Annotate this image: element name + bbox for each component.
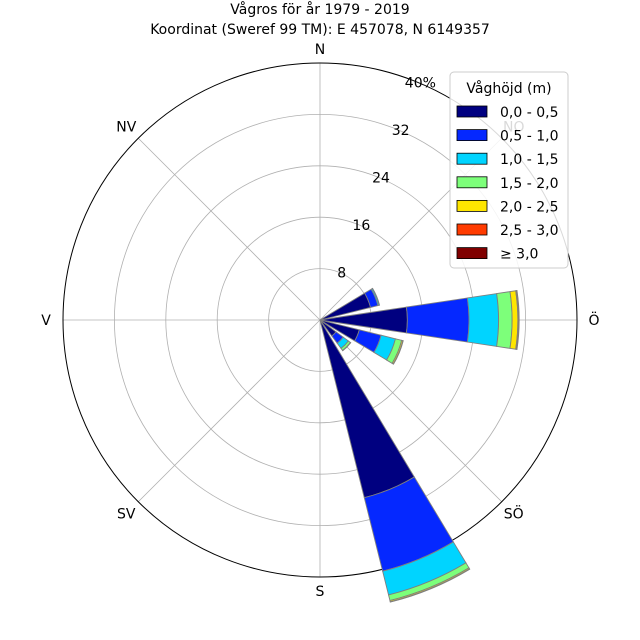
legend: Våghöjd (m) 0,0 - 0,5 0,5 - 1,0 1,0 - 1,5 1… [449,71,569,269]
grid-spoke-SÖ [319,319,503,503]
bar-90-bin-3 [496,291,513,349]
direction-label-SÖ: SÖ [504,505,524,523]
radial-tick-label-2: 24 [372,171,390,187]
legend-swatch-5 [456,223,488,236]
direction-label-NV: NV [116,119,136,135]
legend-label-5: 2,5 - 3,0 [500,223,558,239]
bar-112.5-bin-5 [392,340,404,365]
wave-bars [319,287,520,603]
radial-tick-label-1: 16 [352,218,370,234]
legend-swatch-2 [456,152,488,165]
legend-label-2: 1,0 - 1,5 [500,152,558,168]
chart-subtitle: Koordinat (Sweref 99 TM): E 457078, N 61… [150,22,490,38]
direction-label-S: S [316,584,325,600]
legend-swatch-1 [456,129,488,142]
chart-title: Vågros för år 1979 - 2019 [230,1,409,18]
direction-label-N: N [315,42,325,58]
direction-label-Ö: Ö [588,311,599,329]
outer-frame [62,62,578,578]
grid-spoke-NV [137,137,321,321]
legend-swatch-4 [456,199,488,212]
bar-135-bin-4 [341,341,352,352]
legend-swatch-0 [456,105,488,118]
direction-label-SV: SV [117,507,136,523]
radial-tick-label-3: 32 [392,123,410,139]
legend-label-3: 1,5 - 2,0 [500,176,558,192]
bar-90-bin-1 [405,297,470,343]
legend-label-4: 2,0 - 2,5 [500,199,558,215]
bar-90-bin-6 [516,290,520,350]
radial-tick-label-0: 8 [337,266,346,282]
legend-label-0: 0,0 - 0,5 [500,105,558,121]
bar-157.5-bin-5 [389,568,471,603]
radial-tick-label-4: 40% [405,76,436,92]
legend-label-6: ≥ 3,0 [500,247,538,263]
bar-90-bin-0 [319,306,408,334]
legend-swatch-6 [456,247,488,260]
bar-90-bin-2 [466,293,499,347]
direction-label-V: V [41,313,51,329]
legend-box [449,71,569,269]
legend-swatch-3 [456,176,488,189]
legend-label-1: 0,5 - 1,0 [500,129,558,145]
grid-spoke-SV [137,319,321,503]
polar-grid [62,62,578,578]
legend-title: Våghöjd (m) [466,80,551,97]
bar-67.5-bin-3 [371,287,381,306]
